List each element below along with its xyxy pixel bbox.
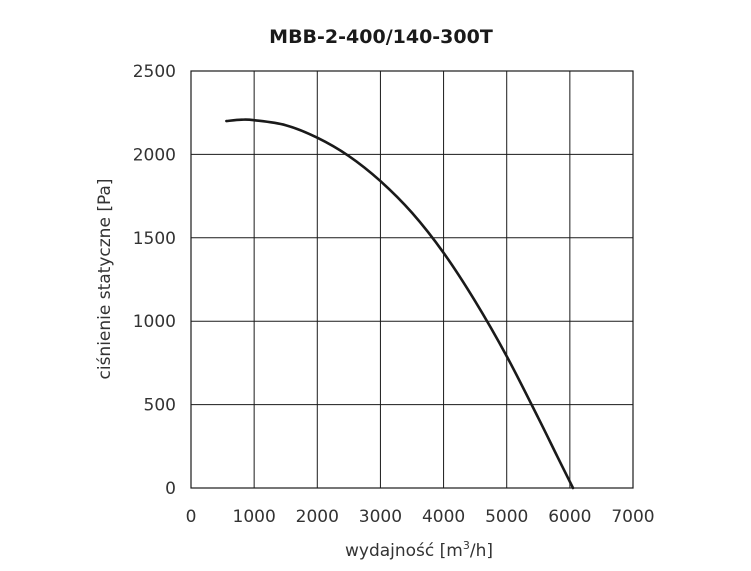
y-tick-label: 1000: [133, 312, 176, 332]
plot-frame: [190, 70, 634, 489]
x-tick-label: 2000: [296, 507, 339, 527]
x-axis-label: wydajność [m3/h]: [345, 539, 493, 561]
y-axis-label: ciśnienie statyczne [Pa]: [95, 179, 115, 380]
x-tick-label: 0: [186, 507, 197, 527]
y-tick-label: 2500: [133, 62, 176, 82]
x-tick-label: 7000: [611, 507, 654, 527]
chart-title: MBB-2-400/140-300T: [269, 26, 493, 48]
y-tick-label: 1500: [133, 229, 176, 249]
x-axis-label-superscript: 3: [463, 539, 470, 552]
x-tick-labels: 0 1000 2000 3000 4000 5000 6000 7000: [186, 507, 655, 527]
x-tick-label: 4000: [422, 507, 465, 527]
y-tick-labels: 0 500 1000 1500 2000 2500: [133, 62, 176, 499]
pressure-curve-line: [225, 118, 575, 490]
y-tick-label: 500: [144, 396, 176, 416]
x-axis-label-end: /h]: [470, 541, 493, 561]
x-tick-label: 6000: [548, 507, 591, 527]
x-axis-label-main: wydajność [m: [345, 541, 463, 561]
x-tick-label: 1000: [233, 507, 276, 527]
x-tick-label: 3000: [359, 507, 402, 527]
grid-lines: [190, 70, 634, 489]
y-tick-label: 2000: [133, 145, 176, 165]
x-tick-label: 5000: [485, 507, 528, 527]
y-tick-label: 0: [165, 479, 176, 499]
